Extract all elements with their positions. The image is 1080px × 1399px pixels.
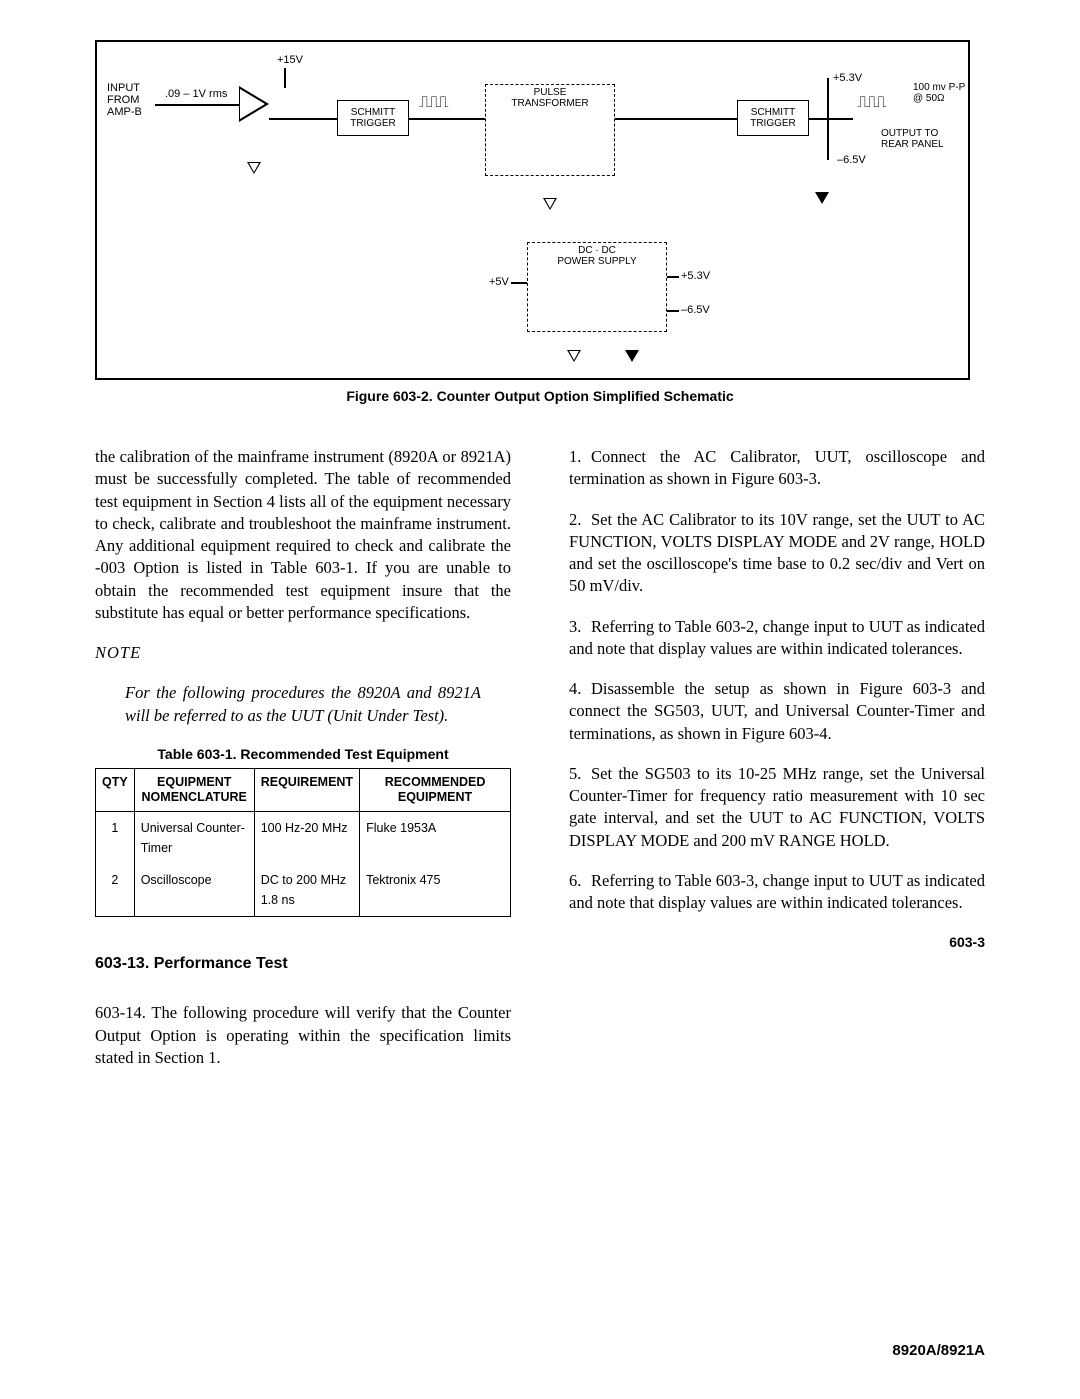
- label-plus53v-a: +5.3V: [833, 72, 862, 84]
- td-qty: 2: [96, 864, 135, 917]
- pulse-waveform-1: ⎍⎍⎍: [419, 94, 447, 112]
- schematic-figure: +15V INPUT FROM AMP-B .09 – 1V rms SCHMI…: [95, 40, 970, 380]
- step-1-text: Connect the AC Calibrator, UUT, oscillos…: [569, 447, 985, 488]
- td-recommended: Tektronix 475: [360, 864, 511, 917]
- label-minus65v-a: –6.5V: [837, 154, 866, 166]
- pulse-transformer-label: PULSE TRANSFORMER: [511, 87, 588, 109]
- ground-icon: [567, 350, 581, 362]
- td-requirement: DC to 200 MHz 1.8 ns: [254, 864, 359, 917]
- label-plus53v-b: +5.3V: [681, 270, 710, 282]
- step-1: 1.Connect the AC Calibrator, UUT, oscill…: [569, 446, 985, 491]
- label-output-to: OUTPUT TO REAR PANEL: [881, 128, 944, 150]
- label-plus5v: +5V: [489, 276, 509, 288]
- step-2-text: Set the AC Calibrator to its 10V range, …: [569, 510, 985, 596]
- para-603-14: 603-14. The following procedure will ver…: [95, 1002, 511, 1069]
- step-6: 6.Referring to Table 603-3, change input…: [569, 870, 985, 915]
- step-3: 3.Referring to Table 603-2, change input…: [569, 616, 985, 661]
- left-column: the calibration of the mainframe instrum…: [95, 446, 511, 1087]
- step-5: 5.Set the SG503 to its 10-25 MHz range, …: [569, 763, 985, 852]
- section-heading: 603-13. Performance Test: [95, 953, 511, 975]
- ground-icon: [543, 198, 557, 210]
- equipment-table: QTY EQUIPMENT NOMENCLATURE REQUIREMENT R…: [95, 768, 511, 917]
- step-3-text: Referring to Table 603-2, change input t…: [569, 617, 985, 658]
- right-column: 1.Connect the AC Calibrator, UUT, oscill…: [569, 446, 985, 1087]
- td-recommended: Fluke 1953A: [360, 811, 511, 864]
- step-5-text: Set the SG503 to its 10-25 MHz range, se…: [569, 764, 985, 850]
- label-rms: .09 – 1V rms: [165, 88, 227, 100]
- table-row: 1 Universal Counter- Timer 100 Hz-20 MHz…: [96, 811, 511, 864]
- ground-icon-solid: [815, 192, 829, 204]
- label-minus65v-b: –6.5V: [681, 304, 710, 316]
- footer-model-number: 8920A/8921A: [892, 1342, 985, 1359]
- schmitt-trigger-2: SCHMITT TRIGGER: [737, 100, 809, 136]
- schmitt-trigger-1: SCHMITT TRIGGER: [337, 100, 409, 136]
- td-requirement: 100 Hz-20 MHz: [254, 811, 359, 864]
- th-requirement: REQUIREMENT: [254, 768, 359, 811]
- td-qty: 1: [96, 811, 135, 864]
- td-nomenclature: Oscilloscope: [134, 864, 254, 917]
- note-heading: NOTE: [95, 642, 511, 664]
- page-number: 603-3: [569, 933, 985, 952]
- step-4-text: Disassemble the setup as shown in Figure…: [569, 679, 985, 743]
- step-6-text: Referring to Table 603-3, change input t…: [569, 871, 985, 912]
- label-plus15v: +15V: [277, 54, 303, 66]
- td-nomenclature: Universal Counter- Timer: [134, 811, 254, 864]
- table-caption: Table 603-1. Recommended Test Equipment: [95, 745, 511, 764]
- dc-dc-label: DC · DC POWER SUPPLY: [557, 245, 636, 267]
- dc-dc-block: DC · DC POWER SUPPLY: [527, 242, 667, 332]
- calibration-paragraph: the calibration of the mainframe instrum…: [95, 446, 511, 624]
- pulse-waveform-2: ⎍⎍⎍: [857, 94, 885, 112]
- figure-caption: Figure 603-2. Counter Output Option Simp…: [95, 388, 985, 404]
- step-4: 4.Disassemble the setup as shown in Figu…: [569, 678, 985, 745]
- note-body: For the following procedures the 8920A a…: [125, 682, 481, 727]
- ground-icon: [247, 162, 261, 174]
- table-row: 2 Oscilloscope DC to 200 MHz 1.8 ns Tekt…: [96, 864, 511, 917]
- pulse-transformer-block: PULSE TRANSFORMER: [485, 84, 615, 176]
- table-header-row: QTY EQUIPMENT NOMENCLATURE REQUIREMENT R…: [96, 768, 511, 811]
- th-nomenclature: EQUIPMENT NOMENCLATURE: [134, 768, 254, 811]
- th-qty: QTY: [96, 768, 135, 811]
- label-output-spec: 100 mv P-P @ 50Ω: [913, 82, 965, 104]
- step-2: 2.Set the AC Calibrator to its 10V range…: [569, 509, 985, 598]
- label-input-from: INPUT FROM AMP-B: [107, 82, 142, 118]
- ground-icon-solid: [625, 350, 639, 362]
- th-recommended: RECOMMENDED EQUIPMENT: [360, 768, 511, 811]
